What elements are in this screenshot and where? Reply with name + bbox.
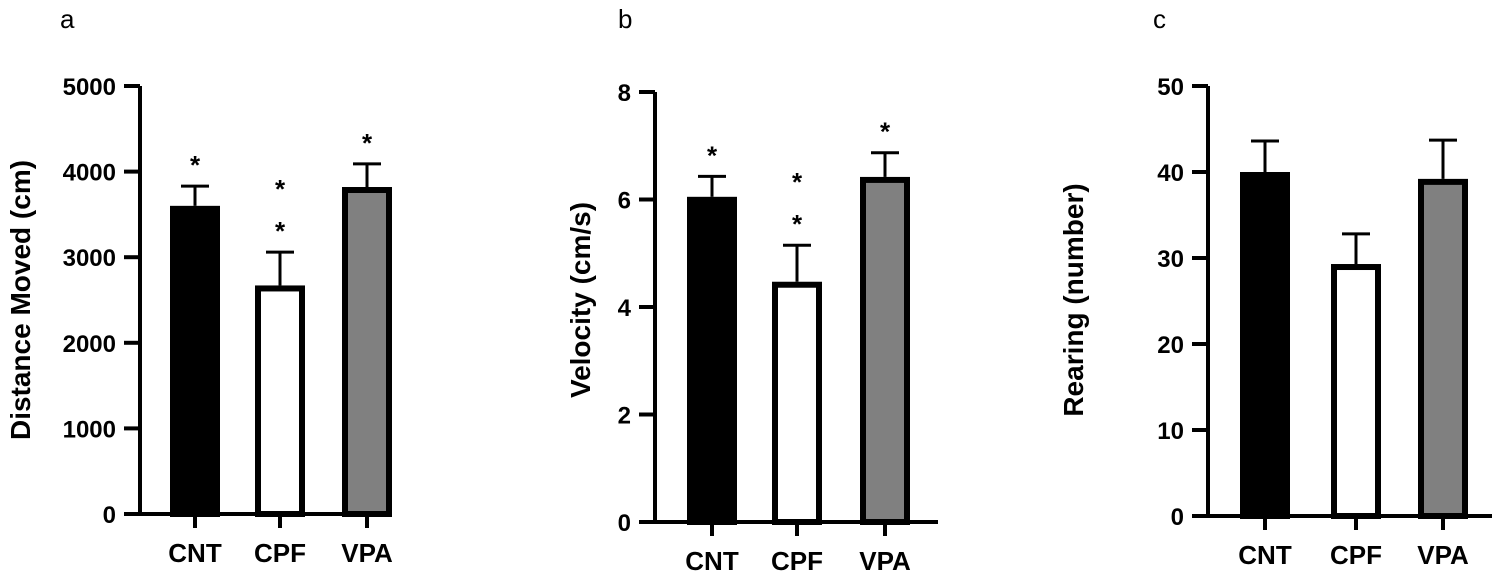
significance-star: *: [792, 167, 803, 197]
y-tick-label: 30: [1157, 246, 1184, 273]
category-label: CPF: [254, 538, 306, 568]
y-tick-label: 0: [103, 502, 116, 529]
y-tick-label: 20: [1157, 332, 1184, 359]
category-label: VPA: [341, 538, 393, 568]
y-tick-label: 5000: [63, 74, 116, 101]
y-tick-label: 2000: [63, 331, 116, 358]
significance-star: *: [707, 140, 718, 170]
bar: [170, 205, 220, 517]
significance-star: *: [362, 128, 373, 158]
category-label: VPA: [1417, 540, 1469, 570]
significance-star: *: [275, 216, 286, 246]
panel-b: b Velocity (cm/s) 0 2 4 6 8 CNT * CPF * * VPA *: [565, 4, 938, 575]
panel-c-plot: 0 10 20 30 40 50 CNT CPF VPA: [1157, 74, 1492, 570]
y-tick-label: 1000: [63, 416, 116, 443]
y-tick-label: 4: [618, 295, 632, 322]
y-tick-label: 0: [618, 510, 631, 537]
category-label: CPF: [771, 546, 823, 575]
panel-c-letter: c: [1153, 4, 1166, 34]
significance-star: *: [792, 209, 803, 239]
significance-star: *: [275, 174, 286, 204]
panel-c-ylabel: Rearing (number): [1058, 183, 1089, 416]
panel-a-plot: 0 1000 2000 3000 4000 5000 CNT * CPF * * VPA *: [63, 74, 393, 568]
significance-star: *: [190, 150, 201, 180]
y-tick-label: 2: [618, 403, 631, 430]
bar: [255, 285, 305, 517]
y-tick-label: 40: [1157, 160, 1184, 187]
y-tick-label: 8: [618, 80, 631, 107]
panel-a-letter: a: [60, 4, 75, 34]
y-tick-label: 0: [1171, 504, 1184, 531]
y-tick-label: 6: [618, 188, 631, 215]
panel-c: c Rearing (number) 0 10 20 30 40 50 CNT CPF VPA: [1058, 4, 1492, 570]
category-label: VPA: [859, 546, 911, 575]
panel-a: a Distance Moved (cm) 0 1000 2000 3000 4000 5…: [5, 4, 393, 568]
bar: [1240, 172, 1290, 519]
bar: [687, 196, 737, 525]
category-label: CPF: [1330, 540, 1382, 570]
category-label: CNT: [168, 538, 222, 568]
bar: [1418, 178, 1468, 519]
y-tick-label: 3000: [63, 245, 116, 272]
panel-a-ylabel: Distance Moved (cm): [5, 160, 36, 440]
y-tick-label: 4000: [63, 160, 116, 187]
panel-b-plot: 0 2 4 6 8 CNT * CPF * * VPA *: [618, 80, 938, 575]
significance-star: *: [880, 117, 891, 147]
bar: [1331, 264, 1381, 519]
y-tick-label: 10: [1157, 418, 1184, 445]
y-tick-label: 50: [1157, 74, 1184, 101]
bar: [772, 281, 822, 525]
bar: [860, 176, 910, 526]
category-label: CNT: [685, 546, 739, 575]
category-label: CNT: [1238, 540, 1292, 570]
panel-b-letter: b: [618, 4, 632, 34]
bar: [342, 187, 392, 517]
panel-b-ylabel: Velocity (cm/s): [565, 202, 596, 398]
